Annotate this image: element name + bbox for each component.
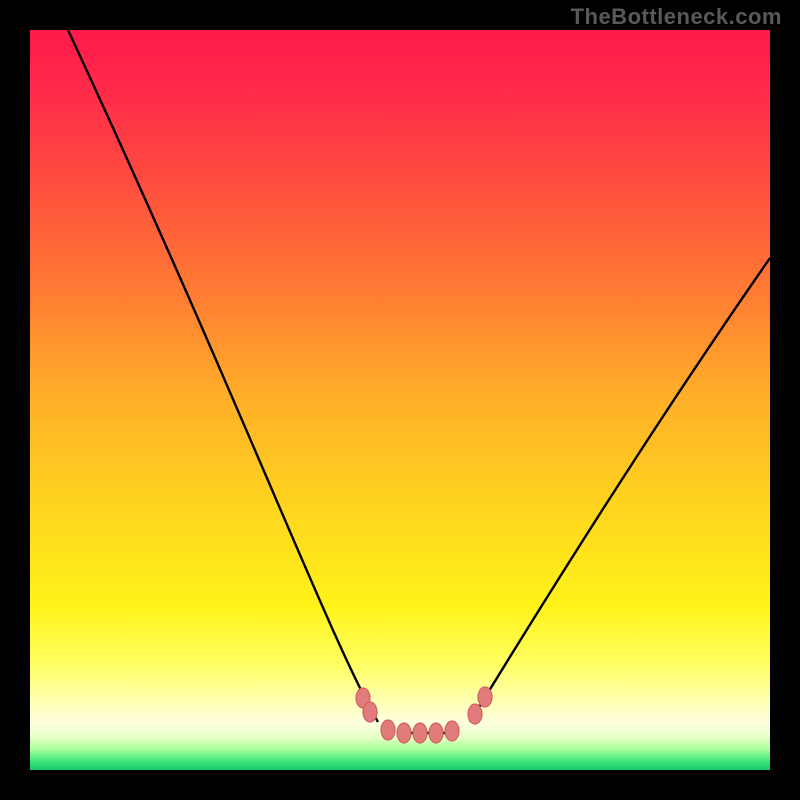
valley-marker [413, 723, 427, 743]
valley-marker [445, 721, 459, 741]
valley-marker [381, 720, 395, 740]
plot-background [30, 30, 770, 770]
valley-marker [468, 704, 482, 724]
valley-marker [429, 723, 443, 743]
valley-marker [397, 723, 411, 743]
bottleneck-chart [0, 0, 800, 800]
valley-marker [478, 687, 492, 707]
valley-marker [363, 702, 377, 722]
